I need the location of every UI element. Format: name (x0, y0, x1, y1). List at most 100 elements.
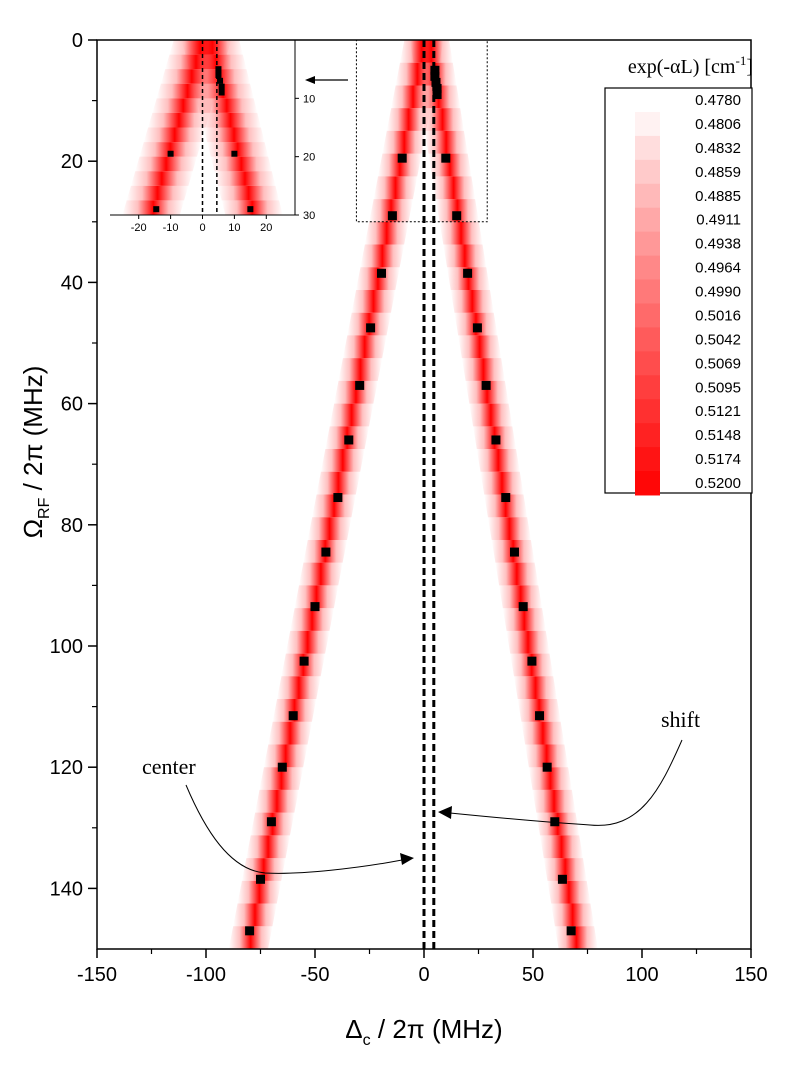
heat-band-left-segment (342, 335, 387, 359)
heat-band-right-segment (480, 471, 524, 495)
data-point (277, 762, 287, 772)
y-tick-label: 60 (61, 394, 83, 416)
heat-band-left-segment (233, 903, 277, 927)
colorbar-swatch (635, 399, 660, 424)
colorbar-swatch (635, 135, 660, 161)
colorbar-level-label: 0.4832 (695, 140, 741, 157)
inset-x-tick-label: 10 (228, 222, 240, 234)
colorbar-swatch (635, 279, 660, 304)
inset-y-tick-label: 30 (303, 210, 315, 222)
heat-band-left-segment (356, 267, 400, 290)
colorbar-swatch (635, 303, 660, 328)
heat-band-right-segment (420, 108, 464, 131)
colorbar-swatch (635, 231, 660, 257)
annotation-shift: shift (661, 707, 700, 732)
colorbar-swatch (635, 183, 660, 209)
data-point (310, 602, 320, 612)
heat-band-left-segment (259, 767, 304, 790)
heat-band-left-segment (382, 130, 427, 154)
colorbar-title: exp(-αL) [cm-1] (628, 53, 753, 78)
heat-band-left-segment (277, 676, 321, 700)
y-tick-label: 140 (50, 878, 83, 900)
inset-heat-band-right-segment (181, 40, 243, 55)
x-tick-label: -50 (301, 964, 330, 986)
annotation-center-arrow (185, 784, 403, 874)
inset-x-tick-label: 20 (260, 222, 272, 234)
heat-band-right-segment (540, 835, 583, 859)
data-point (366, 323, 376, 333)
heat-band-left-segment (241, 858, 286, 881)
colorbar-level-label: 0.5174 (695, 451, 741, 468)
inset-heat-band-left-segment (139, 142, 202, 157)
heat-band-right-segment (443, 244, 487, 268)
heat-band-right-segment (465, 380, 509, 404)
colorbar-level-label: 0.5069 (695, 355, 741, 372)
inset-data-point (215, 72, 222, 78)
heat-band-right-segment (521, 721, 565, 745)
inset-heat-band-left-segment (148, 112, 210, 128)
heat-band-right-segment (409, 40, 453, 63)
inset-pointer-arrowhead (305, 76, 315, 84)
heat-band-left-segment (299, 562, 343, 586)
y-axis-title: ΩRF / 2π (MHz) (18, 366, 53, 539)
colorbar-level-label: 0.5148 (695, 427, 741, 444)
x-tick-label: 0 (418, 964, 429, 986)
data-point (333, 493, 343, 503)
heat-band-left-segment (364, 221, 409, 245)
colorbar-swatch (635, 255, 660, 281)
heat-band-right-segment (525, 744, 569, 768)
data-point (397, 153, 407, 163)
data-point (432, 90, 442, 100)
inset-heat-band-left-segment (126, 185, 189, 201)
data-point (501, 493, 511, 503)
data-point (321, 547, 331, 557)
heat-band-left-segment (360, 244, 405, 268)
heat-band-left-segment (268, 721, 312, 745)
data-point (256, 874, 265, 884)
data-point (430, 65, 440, 75)
data-point (344, 435, 354, 445)
inset-heat-band-right-segment (207, 142, 269, 157)
data-point (509, 547, 519, 557)
data-point (431, 77, 441, 87)
heat-band-right-segment (428, 153, 472, 177)
y-tick-label: 80 (61, 515, 83, 537)
x-tick-label: -150 (77, 964, 117, 986)
colorbar-level-label: 0.4780 (695, 92, 741, 109)
data-point (288, 711, 298, 721)
heat-band-right-segment (447, 267, 490, 290)
inset-heat-band-left-segment (130, 171, 193, 186)
inset-data-point (218, 89, 225, 96)
inset-x-tick-label: 0 (199, 222, 205, 234)
heat-band-right-segment (502, 608, 546, 631)
x-axis-title: Δc / 2π (MHz) (345, 1014, 502, 1049)
colorbar-legend: exp(-αL) [cm-1] 0.4780 0.4806 0.4832 0.4859 0… (604, 53, 753, 496)
inset-data-point (167, 150, 174, 157)
heatmap-bands (228, 40, 598, 949)
heat-band-right-segment (439, 221, 483, 245)
inset-heat-band-right-segment (203, 127, 265, 143)
inset-plot: -20 -10 0 10 20 10 20 30 (110, 40, 348, 234)
colorbar-level-label: 0.4806 (695, 116, 741, 133)
inset-heat-band-right-segment (210, 156, 272, 172)
colorbar-swatch (635, 111, 660, 137)
inset-heat-band-right-segment (218, 185, 280, 201)
data-point (387, 211, 397, 221)
data-point (376, 268, 386, 278)
data-point (355, 380, 365, 390)
heat-band-left-segment (294, 585, 339, 609)
inset-data-point (215, 66, 222, 73)
colorbar-swatch (635, 351, 660, 376)
heat-band-left-segment (329, 403, 374, 427)
heat-band-left-segment (285, 630, 330, 654)
data-point (299, 656, 309, 666)
data-point (491, 435, 501, 445)
heat-band-right-segment (487, 517, 531, 540)
inset-data-point (247, 206, 254, 213)
inset-y-tick-label: 20 (303, 152, 315, 164)
colorbar-swatch (635, 375, 660, 400)
heat-band-left-segment (237, 880, 282, 904)
y-tick-label: 40 (61, 272, 83, 294)
colorbar-level-label: 0.4990 (695, 284, 741, 301)
